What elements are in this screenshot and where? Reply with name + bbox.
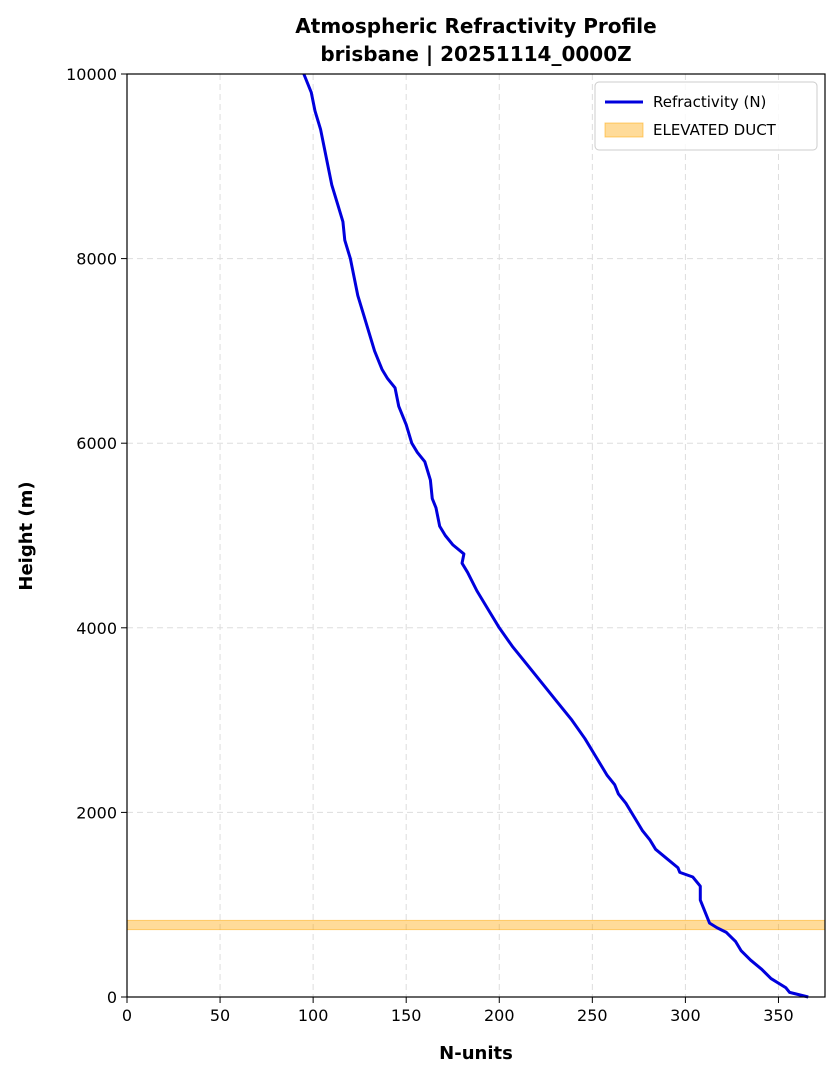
x-tick-label: 0 bbox=[122, 1006, 132, 1025]
x-tick-label: 300 bbox=[670, 1006, 701, 1025]
y-tick-label: 4000 bbox=[76, 619, 117, 638]
y-axis-label: Height (m) bbox=[16, 481, 37, 590]
x-axis-label: N-units bbox=[439, 1043, 513, 1064]
y-tick-label: 10000 bbox=[66, 65, 117, 84]
axes-frame bbox=[126, 73, 826, 998]
legend-label: Refractivity (N) bbox=[653, 93, 766, 111]
x-tick-label: 350 bbox=[763, 1006, 794, 1025]
x-tick-label: 50 bbox=[210, 1006, 230, 1025]
legend: Refractivity (N) ELEVATED DUCT bbox=[594, 81, 818, 151]
y-tick-label: 0 bbox=[107, 988, 117, 1007]
grid bbox=[126, 73, 825, 998]
y-tick-label: 8000 bbox=[76, 250, 117, 269]
plot-area bbox=[126, 73, 826, 999]
refractivity-line bbox=[302, 73, 809, 999]
x-tick-label: 150 bbox=[391, 1006, 422, 1025]
x-tick-label: 100 bbox=[298, 1006, 329, 1025]
y-tick-label: 6000 bbox=[76, 434, 117, 453]
legend-swatch bbox=[604, 122, 644, 138]
legend-label: ELEVATED DUCT bbox=[653, 121, 777, 139]
x-tick-label: 250 bbox=[577, 1006, 608, 1025]
ticks: 0 50 100 150 200 250 300 350 0 2000 4000 6000 8000 10… bbox=[66, 65, 794, 1025]
x-tick-label: 200 bbox=[484, 1006, 515, 1025]
legend-box bbox=[594, 81, 818, 151]
chart-subtitle: brisbane | 20251114_0000Z bbox=[320, 42, 631, 66]
y-tick-label: 2000 bbox=[76, 803, 117, 822]
chart-title: Atmospheric Refractivity Profile bbox=[295, 14, 656, 38]
